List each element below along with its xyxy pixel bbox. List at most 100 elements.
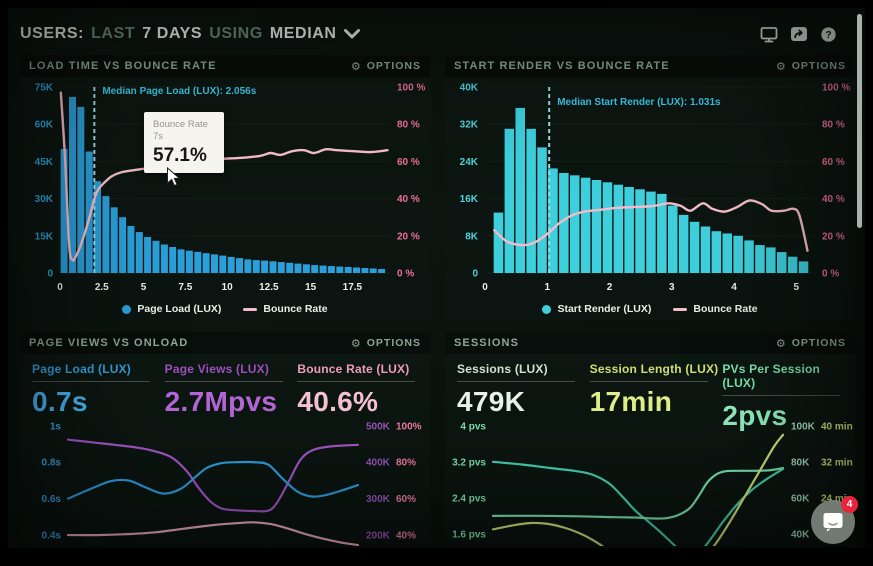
- chat-launcher-button[interactable]: 4: [811, 496, 858, 544]
- svg-text:75K: 75K: [35, 83, 54, 94]
- sessions-chart: 4 pvs 100K 40 min 3.2 pvs 80K 32 min 2.4 pvs 60…: [452, 421, 853, 546]
- chat-unread-badge: 4: [841, 496, 858, 513]
- svg-text:32 min: 32 min: [821, 457, 853, 468]
- panel-sessions-header: SESSIONS ⚙ OPTIONS: [445, 332, 855, 354]
- title-users: USERS:: [20, 25, 85, 42]
- svg-text:4: 4: [731, 282, 737, 293]
- svg-text:40 %: 40 %: [397, 194, 420, 205]
- sessions-metrics: Sessions (LUX) 479K Session Length (LUX)…: [445, 354, 855, 431]
- sessions-options-button[interactable]: ⚙ OPTIONS: [775, 336, 846, 350]
- svg-text:Median Page Load (LUX): 2.056s: Median Page Load (LUX): 2.056s: [102, 86, 256, 97]
- legend-dot-icon: [122, 304, 132, 314]
- metric-bounce-rate: Bounce Rate (LUX) 40.6%: [297, 362, 430, 417]
- panel-start-render-header: START RENDER VS BOUNCE RATE ⚙ OPTIONS: [445, 55, 855, 77]
- svg-text:5: 5: [794, 282, 800, 293]
- scrollbar[interactable]: [857, 14, 862, 228]
- share-icon[interactable]: [790, 25, 808, 43]
- svg-text:Median Start Render (LUX): 1.0: Median Start Render (LUX): 1.031s: [557, 97, 721, 108]
- svg-text:100 %: 100 %: [397, 83, 425, 94]
- metric-divider: [297, 381, 416, 382]
- start-render-chart: 40K 32K 24K 16K 8K 0 100 % 80 % 60 % 40 % 20 % 0 % 0…: [460, 83, 851, 294]
- panel-title: START RENDER VS BOUNCE RATE: [454, 60, 670, 72]
- mouse-cursor-icon: [167, 166, 181, 187]
- panel-title: LOAD TIME VS BOUNCE RATE: [29, 60, 217, 72]
- svg-text:20 %: 20 %: [822, 231, 845, 242]
- svg-text:60 %: 60 %: [397, 157, 420, 168]
- svg-text:24 min: 24 min: [821, 493, 853, 504]
- svg-text:80 %: 80 %: [397, 120, 420, 131]
- svg-text:200K: 200K: [366, 531, 391, 542]
- svg-text:45K: 45K: [35, 157, 54, 168]
- metric-divider: [589, 381, 708, 382]
- legend-bounce-rate: Bounce Rate: [673, 303, 758, 315]
- load-time-options-button[interactable]: ⚙ OPTIONS: [350, 59, 421, 73]
- svg-text:1: 1: [544, 282, 550, 293]
- svg-text:16K: 16K: [460, 194, 479, 205]
- panel-pageviews-onload: PAGE VIEWS VS ONLOAD ⚙ OPTIONS Page Load…: [20, 332, 430, 546]
- svg-text:10: 10: [222, 282, 234, 293]
- svg-text:2: 2: [607, 282, 613, 293]
- legend-line-icon: [243, 307, 258, 311]
- gear-icon: ⚙: [350, 336, 362, 350]
- svg-text:8K: 8K: [465, 231, 479, 242]
- gear-icon: ⚙: [775, 336, 787, 350]
- legend-bounce-rate: Bounce Rate: [243, 303, 328, 315]
- panel-start-render: START RENDER VS BOUNCE RATE ⚙ OPTIONS 4 0…: [445, 55, 855, 320]
- svg-text:400K: 400K: [366, 458, 391, 469]
- start-render-options-button[interactable]: ⚙ OPTIONS: [775, 59, 846, 73]
- svg-text:1.6 pvs: 1.6 pvs: [452, 529, 486, 540]
- help-icon[interactable]: ?: [820, 26, 837, 43]
- title-median: MEDIAN: [269, 25, 337, 42]
- svg-text:80%: 80%: [396, 458, 416, 469]
- svg-text:32K: 32K: [460, 120, 479, 131]
- svg-text:100 %: 100 %: [822, 83, 850, 94]
- metric-page-views: Page Views (LUX) 2.7Mpvs: [164, 362, 298, 417]
- svg-text:60 %: 60 %: [822, 157, 845, 168]
- metric-divider: [164, 381, 283, 382]
- top-bar: USERS: LAST 7 DAYS USING MEDIAN: [20, 18, 855, 50]
- metric-divider: [32, 381, 150, 382]
- monitor-icon[interactable]: [760, 26, 778, 43]
- svg-text:2.4 pvs: 2.4 pvs: [452, 493, 486, 504]
- svg-text:12.5: 12.5: [259, 282, 279, 293]
- dashboard-filter-dropdown[interactable]: USERS: LAST 7 DAYS USING MEDIAN: [20, 25, 360, 43]
- metric-page-load: Page Load (LUX) 0.7s: [32, 362, 165, 417]
- svg-text:15K: 15K: [35, 231, 54, 242]
- svg-text:3: 3: [669, 282, 675, 293]
- title-using: USING: [209, 25, 263, 42]
- svg-text:0 %: 0 %: [822, 269, 839, 280]
- svg-text:0.4s: 0.4s: [42, 531, 62, 542]
- bounce-rate-tooltip: Bounce Rate 7s 57.1%: [144, 112, 224, 187]
- svg-text:80 %: 80 %: [822, 120, 845, 131]
- legend-dot-icon: [542, 304, 552, 314]
- title-last: LAST: [91, 25, 136, 42]
- chevron-down-icon: [343, 29, 360, 39]
- svg-text:?: ?: [825, 29, 831, 40]
- legend-line-icon: [673, 307, 688, 311]
- svg-text:17.5: 17.5: [343, 282, 363, 293]
- svg-text:24K: 24K: [460, 157, 479, 168]
- svg-text:20 %: 20 %: [397, 231, 420, 242]
- svg-text:0.8s: 0.8s: [42, 458, 62, 469]
- load-time-chart: 75K 60K 45K 30K 15K 0 100 % 80 % 60 % 40 % 20 % 0 %…: [35, 83, 426, 294]
- svg-text:0 %: 0 %: [397, 269, 414, 280]
- svg-text:40%: 40%: [396, 531, 416, 542]
- pageviews-metrics: Page Load (LUX) 0.7s Page Views (LUX) 2.…: [20, 354, 430, 417]
- gear-icon: ⚙: [775, 59, 787, 73]
- pageviews-options-button[interactable]: ⚙ OPTIONS: [350, 336, 421, 350]
- svg-text:2.5: 2.5: [95, 282, 109, 293]
- svg-text:40K: 40K: [791, 529, 810, 540]
- svg-text:100%: 100%: [396, 421, 422, 432]
- svg-text:0: 0: [482, 282, 488, 293]
- svg-text:3.2 pvs: 3.2 pvs: [452, 457, 486, 468]
- pageviews-onload-chart: 1s 500K 100% 0.8s 400K 80% 0.6s 300K 60% 0.4s 200K…: [42, 421, 422, 546]
- start-render-legend: Start Render (LUX) Bounce Rate: [445, 299, 855, 319]
- panel-load-time-header: LOAD TIME VS BOUNCE RATE ⚙ OPTIONS: [20, 55, 430, 77]
- svg-text:100K: 100K: [791, 421, 816, 432]
- panel-load-time: LOAD TIME VS BOUNCE RATE ⚙ OPTIONS 75K 60…: [20, 55, 430, 320]
- svg-text:60K: 60K: [35, 120, 54, 131]
- metric-sessions: Sessions (LUX) 479K: [457, 362, 590, 417]
- legend-page-load: Page Load (LUX): [122, 303, 221, 315]
- svg-text:7.5: 7.5: [178, 282, 192, 293]
